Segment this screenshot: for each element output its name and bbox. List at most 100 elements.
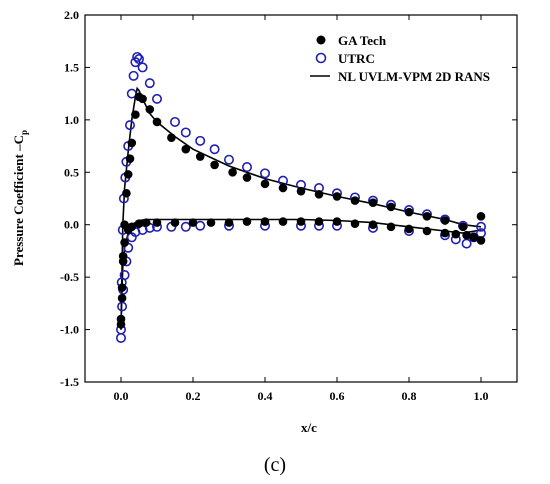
utrc-point <box>134 54 145 65</box>
ga-tech-point <box>462 230 471 240</box>
ga-tech-point <box>117 283 127 292</box>
ga-tech-point <box>118 257 128 266</box>
figure-caption: (c) <box>264 454 286 476</box>
ga-tech-point <box>123 170 133 179</box>
y-tick-label: -0.5 <box>60 270 79 284</box>
utrc-point <box>116 332 127 343</box>
legend-label-utrc: UTRC <box>338 51 375 66</box>
ga-tech-point <box>131 110 140 119</box>
ga-tech-point <box>278 217 288 226</box>
ga-tech-point <box>404 207 414 217</box>
utrc-point <box>180 127 191 138</box>
utrc-point <box>195 220 206 231</box>
utrc-point <box>242 162 253 173</box>
ga-tech-point <box>314 217 324 226</box>
ga-tech-point <box>451 229 461 239</box>
model-lines <box>120 86 482 330</box>
ga-tech-point <box>170 218 180 227</box>
y-tick-label: 1.5 <box>64 60 79 74</box>
y-axis-label-subscript: p <box>19 130 29 135</box>
ga-tech-point <box>206 218 216 227</box>
ga-tech-point <box>224 218 234 227</box>
x-tick-label: 0.0 <box>114 389 129 403</box>
legend-marker-utrc <box>315 52 327 64</box>
utrc-point <box>475 221 486 232</box>
ga-tech-point <box>125 154 135 163</box>
utrc-point <box>195 135 206 146</box>
ga-tech-point <box>122 188 131 198</box>
ga-tech-point <box>476 236 486 245</box>
data-points <box>116 51 486 343</box>
ga-tech-point <box>127 222 137 232</box>
ga-tech-point <box>116 314 126 324</box>
legend: GA Tech UTRC NL UVLM-VPM 2D RANS <box>310 33 490 84</box>
utrc-point <box>461 238 472 249</box>
utrc-point <box>152 93 163 104</box>
ga-tech-point <box>368 198 378 207</box>
ga-tech-point <box>167 133 176 142</box>
x-tick-label: 0.6 <box>330 389 345 403</box>
ga-tech-point <box>260 179 270 189</box>
y-tick-label: 1.0 <box>64 113 79 127</box>
y-tick-label: -1.0 <box>60 323 79 337</box>
ga-tech-point <box>422 212 432 221</box>
ga-tech-point <box>440 228 450 238</box>
ga-tech-point <box>458 222 468 232</box>
ga-tech-point <box>296 217 306 226</box>
utrc-point <box>209 144 220 155</box>
ga-tech-point <box>242 217 252 226</box>
utrc-point <box>259 168 270 179</box>
ga-tech-point <box>469 232 479 242</box>
y-tick-label: 0.5 <box>64 165 79 179</box>
legend-label-rans: NL UVLM-VPM 2D RANS <box>338 69 490 84</box>
utrc-point <box>119 270 130 281</box>
ga-tech-point <box>386 202 396 212</box>
ga-tech-point <box>350 196 360 205</box>
x-tick-label: 0.4 <box>258 389 273 403</box>
ga-tech-point <box>228 167 237 177</box>
utrc-point <box>224 154 235 165</box>
y-tick-label: 0.0 <box>64 218 79 232</box>
ga-tech-point <box>181 144 191 154</box>
legend-label-ga-tech: GA Tech <box>338 33 387 48</box>
legend-marker-ga-tech <box>316 35 326 45</box>
rans-line-lower <box>120 218 482 330</box>
rans-line-upper <box>120 86 482 330</box>
ga-tech-point <box>404 224 414 234</box>
plot-frame <box>84 14 518 383</box>
ga-tech-point <box>332 192 342 201</box>
ga-tech-point <box>386 222 396 232</box>
ga-tech-point <box>134 219 144 228</box>
utrc-point <box>180 221 191 232</box>
ga-tech-point <box>141 218 151 227</box>
ga-tech-point <box>138 94 147 104</box>
axis-ticks: 0.0 0.2 0.4 0.6 0.8 1.0 -1.5 -1.0 -0.5 0.0 0.5 1.0 1… <box>60 8 517 403</box>
utrc-point <box>144 78 155 89</box>
ga-tech-point <box>195 152 205 161</box>
ga-tech-point <box>422 226 432 236</box>
x-tick-label: 0.2 <box>186 389 201 403</box>
utrc-point <box>170 116 181 127</box>
utrc-point <box>128 70 139 81</box>
x-axis-label: x/c <box>301 420 317 435</box>
y-tick-label: 2.0 <box>64 8 79 22</box>
svg-text:Pressure Coefficient –Cp: Pressure Coefficient –Cp <box>11 130 29 266</box>
ga-tech-point <box>476 212 486 221</box>
utrc-point <box>126 88 137 99</box>
ga-tech-point <box>296 186 306 196</box>
ga-tech-point <box>440 216 450 225</box>
ga-tech-point <box>332 217 342 226</box>
ga-tech-point <box>120 238 129 247</box>
ga-tech-point <box>242 173 252 182</box>
ga-tech-point <box>368 220 378 230</box>
ga-tech-point <box>210 160 219 170</box>
ga-tech-point <box>145 105 155 114</box>
y-axis-label-main: Pressure Coefficient –C <box>11 135 26 266</box>
y-tick-label: -1.5 <box>60 375 79 389</box>
y-axis-label: Pressure Coefficient –Cp <box>11 130 29 266</box>
ga-tech-point <box>127 138 137 148</box>
utrc-point <box>137 62 148 73</box>
ga-tech-point <box>260 217 270 226</box>
utrc-point <box>132 51 143 62</box>
